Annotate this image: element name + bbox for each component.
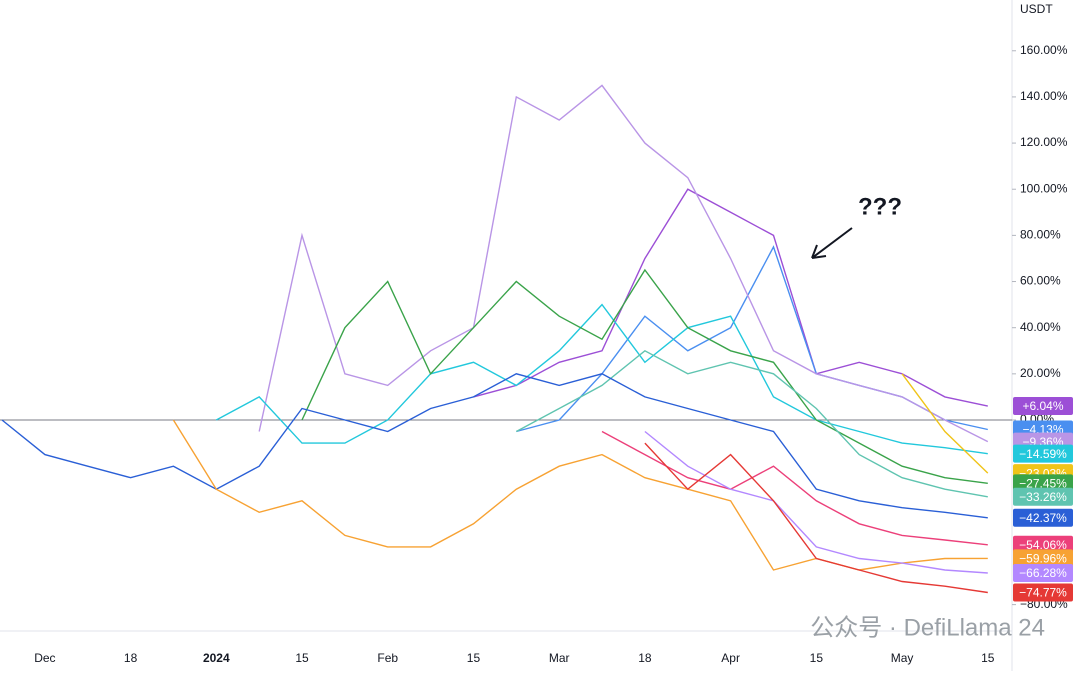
value-tag bbox=[1013, 535, 1073, 554]
value-tag-label: −42.37% bbox=[1019, 511, 1067, 525]
x-tick-label: Apr bbox=[721, 651, 740, 665]
y-tick-label: 60.00% bbox=[1020, 274, 1061, 288]
value-tag bbox=[1013, 549, 1073, 568]
series-line bbox=[301, 268, 988, 484]
value-tag bbox=[1013, 487, 1073, 506]
x-tick-label: Dec bbox=[34, 651, 55, 665]
value-tag-label: −27.45% bbox=[1019, 477, 1067, 491]
value-tag-label: −74.77% bbox=[1019, 586, 1067, 600]
y-tick-label: 140.00% bbox=[1020, 89, 1068, 103]
y-tick-label: 20.00% bbox=[1020, 366, 1061, 380]
y-tick-label: 120.00% bbox=[1020, 135, 1068, 149]
value-tag-label: −14.59% bbox=[1019, 447, 1067, 461]
series-line bbox=[258, 84, 989, 443]
unit-label: USDT bbox=[1020, 2, 1053, 16]
x-tick-label: May bbox=[891, 651, 914, 665]
y-tick-label: 100.00% bbox=[1020, 181, 1068, 195]
value-tag bbox=[1013, 444, 1073, 463]
value-tag-label: −54.06% bbox=[1019, 538, 1067, 552]
x-tick-label: Feb bbox=[377, 651, 398, 665]
x-tick-label: 18 bbox=[638, 651, 652, 665]
x-tick-label: 15 bbox=[295, 651, 309, 665]
value-tag bbox=[1013, 563, 1073, 582]
x-tick-label: 15 bbox=[981, 651, 995, 665]
annotation: ??? bbox=[858, 193, 902, 220]
annotation-arrow bbox=[811, 227, 853, 259]
series-line bbox=[644, 442, 988, 594]
value-tag bbox=[1013, 397, 1073, 416]
x-tick-label: Mar bbox=[549, 651, 570, 665]
series-line bbox=[215, 303, 988, 455]
x-tick-label: 15 bbox=[467, 651, 481, 665]
series-line bbox=[901, 373, 989, 474]
value-tag-label: −33.26% bbox=[1019, 490, 1067, 504]
value-tag bbox=[1013, 508, 1073, 527]
y-tick-label: 80.00% bbox=[1020, 228, 1061, 242]
series-line bbox=[1, 373, 988, 519]
series-line bbox=[644, 430, 988, 574]
x-tick-label: 2024 bbox=[203, 651, 230, 665]
value-tag-label: −59.96% bbox=[1019, 552, 1067, 566]
x-tick-label: 18 bbox=[124, 651, 138, 665]
value-tag bbox=[1013, 583, 1073, 602]
value-tag-label: +6.04% bbox=[1022, 399, 1063, 413]
x-tick-label: 15 bbox=[810, 651, 824, 665]
series-line bbox=[515, 349, 988, 498]
value-tag-label: −66.28% bbox=[1019, 566, 1067, 580]
y-tick-label: 160.00% bbox=[1020, 43, 1068, 57]
y-tick-label: 40.00% bbox=[1020, 320, 1061, 334]
watermark: 公众号 · DefiLlama 24 bbox=[810, 614, 1045, 641]
